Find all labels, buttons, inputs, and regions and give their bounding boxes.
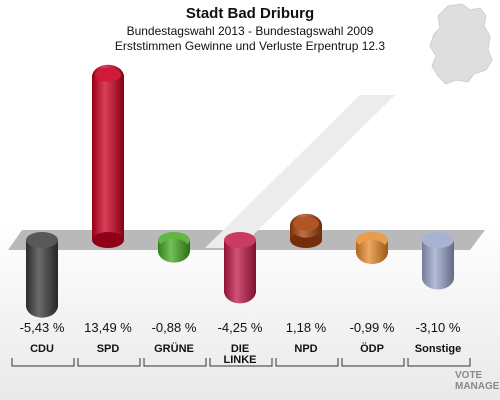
category-label: Sonstige xyxy=(415,343,461,355)
chart-description: Erststimmen Gewinne und Verluste Erpentr… xyxy=(114,39,386,53)
value-label: 1,18 % xyxy=(286,320,327,335)
value-label: -0,99 % xyxy=(350,320,395,335)
category-bracket xyxy=(275,358,339,367)
bar-die-linke xyxy=(224,232,256,304)
value-label: -5,43 % xyxy=(20,320,65,335)
chart-title: Stadt Bad Driburg xyxy=(185,5,315,22)
category-bracket xyxy=(209,358,273,367)
category-label: CDU xyxy=(30,343,54,355)
category-label: NPD xyxy=(294,343,317,355)
value-label: 13,49 % xyxy=(84,320,132,335)
background-band xyxy=(205,95,395,248)
value-label: -3,10 % xyxy=(416,320,461,335)
value-label: -0,88 % xyxy=(152,320,197,335)
category-bracket xyxy=(143,358,207,367)
category-label: ÖDP xyxy=(360,342,384,355)
category-bracket xyxy=(11,358,75,367)
brand-line-2: MANAGER xyxy=(455,381,500,392)
brand-line-1: VOTE xyxy=(455,370,483,381)
chart-subtitle: Bundestagswahl 2013 - Bundestagswahl 200… xyxy=(126,24,374,38)
category-bracket xyxy=(407,358,471,367)
category-label: GRÜNE xyxy=(154,342,194,355)
bar-spd xyxy=(92,64,124,248)
category-label: SPD xyxy=(97,343,120,355)
bar-ödp xyxy=(356,232,388,264)
category-bracket xyxy=(341,358,405,367)
bar-cdu xyxy=(26,232,58,318)
bar-grüne xyxy=(158,232,190,263)
vote-manager-logo: VOTE MANAGER xyxy=(455,370,500,392)
category-label: LINKE xyxy=(224,354,257,366)
value-label: -4,25 % xyxy=(218,320,263,335)
bar-sonstige xyxy=(422,232,454,290)
bar-npd xyxy=(290,213,322,248)
category-label: DIE xyxy=(231,343,249,355)
category-bracket xyxy=(77,358,141,367)
